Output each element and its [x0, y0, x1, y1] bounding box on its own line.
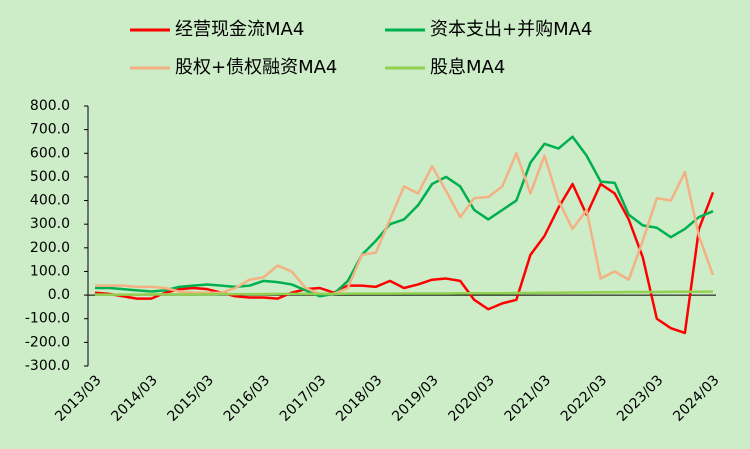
series-line — [95, 135, 714, 298]
x-tick-label: 2019/03 — [389, 372, 441, 424]
legend-label: 经营现金流MA4 — [175, 19, 304, 40]
x-tick-label: 2020/03 — [445, 372, 497, 424]
legend-label: 股息MA4 — [430, 57, 505, 78]
y-tick-label: 200.0 — [30, 240, 70, 256]
y-tick-label: 500.0 — [30, 169, 70, 185]
y-tick-label: -300.0 — [25, 358, 70, 374]
x-tick-label: 2016/03 — [221, 372, 273, 424]
y-tick-label: 0.0 — [48, 287, 70, 303]
y-tick-label: 600.0 — [30, 145, 70, 161]
x-tick-label: 2013/03 — [52, 372, 104, 424]
series-line — [94, 182, 715, 335]
x-tick-label: 2018/03 — [333, 372, 385, 424]
y-tick-label: 700.0 — [30, 122, 70, 138]
x-tick-label: 2014/03 — [108, 372, 160, 424]
y-tick-label: -200.0 — [25, 334, 70, 350]
series-line — [95, 152, 715, 296]
x-tick-label: 2024/03 — [670, 372, 722, 424]
y-tick-label: -100.0 — [25, 311, 70, 327]
series-line — [95, 290, 714, 296]
x-tick-label: 2022/03 — [558, 372, 610, 424]
y-tick-label: 400.0 — [30, 193, 70, 209]
x-tick-label: 2015/03 — [165, 372, 217, 424]
x-tick-label: 2021/03 — [502, 372, 554, 424]
y-tick-label: 300.0 — [30, 216, 70, 232]
y-tick-label: 100.0 — [30, 263, 70, 279]
legend-label: 资本支出+并购MA4 — [430, 19, 592, 40]
legend-label: 股权+债权融资MA4 — [175, 57, 337, 78]
x-tick-label: 2017/03 — [277, 372, 329, 424]
x-tick-label: 2023/03 — [614, 372, 666, 424]
y-tick-label: 800.0 — [30, 98, 70, 114]
